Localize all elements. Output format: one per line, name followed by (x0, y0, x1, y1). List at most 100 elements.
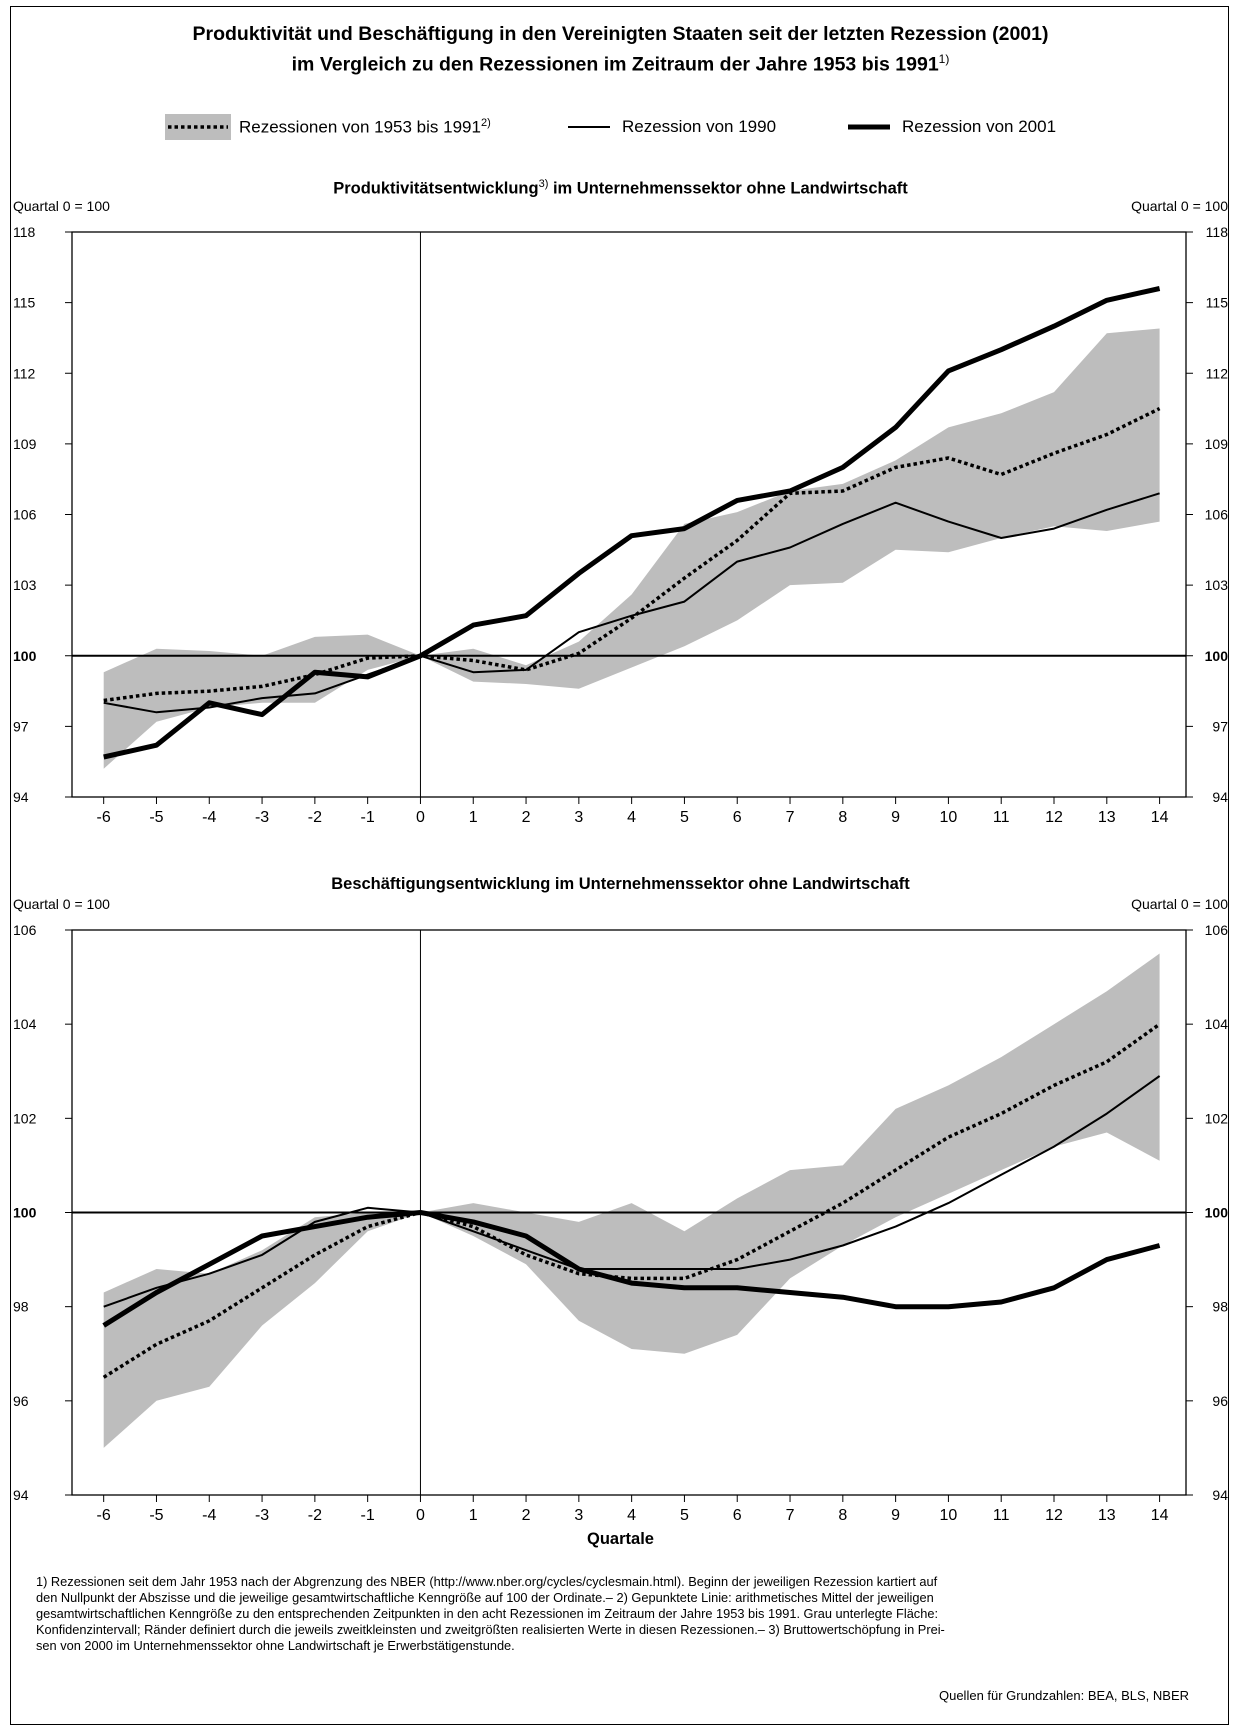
legend-item-1990: Rezession von 1990 (568, 112, 776, 142)
x-tick-label: 11 (993, 809, 1010, 826)
figure-frame (10, 6, 1229, 1725)
panel-2-title: Beschäftigungsentwicklung im Unternehmen… (0, 875, 1241, 894)
x-tick-label: 3 (574, 1507, 583, 1524)
x-tick-label: -1 (361, 809, 375, 826)
y-tick-label-right: 98 (1212, 1299, 1228, 1315)
x-tick-label: 3 (574, 809, 583, 826)
x-tick-label: 14 (1151, 809, 1169, 826)
legend-label-2001: Rezession von 2001 (902, 117, 1057, 136)
panel-1-title-footnote: 3) (538, 178, 549, 190)
panel-1-title-rest: im Unternehmenssektor ohne Landwirtschaf… (548, 179, 908, 198)
x-tick-label: 7 (786, 1507, 795, 1524)
series-line-thin (103, 492, 1160, 714)
series-line-thick (102, 1210, 1161, 1328)
y-tick-label-left: 106 (13, 922, 37, 938)
y-tick-label-left: 97 (13, 718, 29, 734)
title-line-2-text: im Vergleich zu den Rezessionen im Zeitr… (291, 53, 939, 76)
y-tick-label-right: 104 (1205, 1016, 1229, 1032)
x-tick-label: 4 (627, 809, 636, 826)
x-tick-label: 10 (940, 1507, 958, 1524)
y-tick-label-left: 94 (13, 789, 29, 805)
x-axis-label: Quartale (587, 1530, 654, 1548)
legend-item-mean: Rezessionen von 1953 bis 19912) (165, 112, 491, 142)
x-tick-label: -4 (202, 809, 216, 826)
panel-1-title: Produktivitätsentwicklung3) im Unternehm… (0, 178, 1241, 199)
x-tick-label: -6 (97, 809, 111, 826)
footnotes: 1) Rezessionen seit dem Jahr 1953 nach d… (36, 1574, 1206, 1654)
confidence-band (103, 328, 1160, 769)
x-tick-label: 8 (838, 809, 847, 826)
title-line-2: im Vergleich zu den Rezessionen im Zeitr… (0, 47, 1241, 78)
legend-swatch-thick (848, 124, 890, 130)
x-tick-label: 4 (627, 1507, 636, 1524)
y-tick-label-left: 118 (13, 224, 36, 240)
x-tick-label: 0 (416, 1507, 425, 1524)
legend-label-1990: Rezession von 1990 (622, 117, 777, 136)
y-tick-label-right: 118 (1206, 224, 1229, 240)
y-tick-label-left: 100 (13, 648, 37, 664)
x-tick-label: -2 (308, 1507, 322, 1524)
x-tick-label: 1 (469, 809, 478, 826)
y-tick-label-right: 100 (1205, 648, 1229, 664)
legend-swatch-dotted-band (165, 114, 231, 140)
series-line-thin (103, 1075, 1161, 1308)
x-tick-label: 5 (680, 809, 689, 826)
panel-1-unit-right: Quartal 0 = 100 (1131, 198, 1228, 214)
footnote-line: gesamtwirtschaftlichen Kenngröße zu den … (36, 1606, 938, 1621)
x-tick-label: 9 (891, 809, 900, 826)
x-tick-label: -5 (149, 1507, 163, 1524)
y-tick-label-left: 94 (13, 1487, 29, 1503)
legend-swatch-thin (568, 126, 610, 128)
x-tick-label: 12 (1045, 1507, 1063, 1524)
x-tick-label: 12 (1045, 809, 1063, 826)
x-tick-label: 6 (733, 1507, 742, 1524)
y-tick-label-right: 96 (1212, 1393, 1228, 1409)
x-tick-label: -4 (202, 1507, 216, 1524)
y-tick-label-left: 109 (13, 436, 37, 452)
panel-2-unit-left: Quartal 0 = 100 (13, 896, 110, 912)
y-tick-label-right: 109 (1205, 436, 1229, 452)
x-tick-label: -1 (361, 1507, 375, 1524)
footnote-line: sen von 2000 im Unternehmenssektor ohne … (36, 1638, 515, 1653)
y-tick-label-right: 112 (1206, 365, 1229, 381)
y-tick-label-right: 103 (1205, 577, 1229, 593)
x-tick-label: 8 (838, 1507, 847, 1524)
panel-2-title-text: Beschäftigungsentwicklung im Unternehmen… (331, 875, 910, 893)
confidence-band (103, 953, 1160, 1448)
y-tick-label-left: 96 (13, 1393, 29, 1409)
x-tick-label: -6 (97, 1507, 111, 1524)
legend-label-mean-text: Rezessionen von 1953 bis 1991 (239, 117, 481, 137)
x-tick-label: 2 (522, 1507, 531, 1524)
x-tick-label: 5 (680, 1507, 689, 1524)
y-tick-label-left: 98 (13, 1299, 29, 1315)
x-tick-label: 14 (1151, 1507, 1169, 1524)
panel-1-unit-left: Quartal 0 = 100 (13, 198, 110, 214)
footnote-line: 1) Rezessionen seit dem Jahr 1953 nach d… (36, 1574, 938, 1589)
y-tick-label-left: 103 (13, 577, 37, 593)
y-tick-label-left: 115 (13, 295, 36, 311)
y-tick-label-left: 112 (13, 365, 36, 381)
sources: Quellen für Grundzahlen: BEA, BLS, NBER (938, 1688, 1189, 1703)
series-line-dotted (103, 407, 1161, 703)
y-tick-label-right: 94 (1212, 1487, 1228, 1503)
legend-label-mean: Rezessionen von 1953 bis 19912) (239, 117, 491, 138)
x-tick-label: 6 (733, 809, 742, 826)
y-tick-label-right: 106 (1205, 922, 1229, 938)
x-tick-label: 0 (416, 809, 425, 826)
x-tick-label: -2 (308, 809, 322, 826)
x-tick-label: 7 (786, 809, 795, 826)
x-tick-label: -5 (149, 809, 163, 826)
x-tick-label: 9 (891, 1507, 900, 1524)
legend: Rezessionen von 1953 bis 19912) Rezessio… (0, 112, 1241, 142)
footnote-line: den Nullpunkt der Abszisse und die jewei… (36, 1590, 934, 1605)
series-line-dotted (102, 1022, 1161, 1379)
legend-footnote-marker: 2) (480, 116, 491, 129)
panel-1-title-text: Produktivitätsentwicklung (333, 179, 539, 198)
y-tick-label-left: 104 (13, 1016, 37, 1032)
figure-title: Produktivität und Beschäftigung in den V… (0, 22, 1241, 78)
y-tick-label-left: 100 (13, 1205, 37, 1221)
title-line-1: Produktivität und Beschäftigung in den V… (192, 23, 1049, 45)
panel-2-unit-right: Quartal 0 = 100 (1131, 896, 1228, 912)
